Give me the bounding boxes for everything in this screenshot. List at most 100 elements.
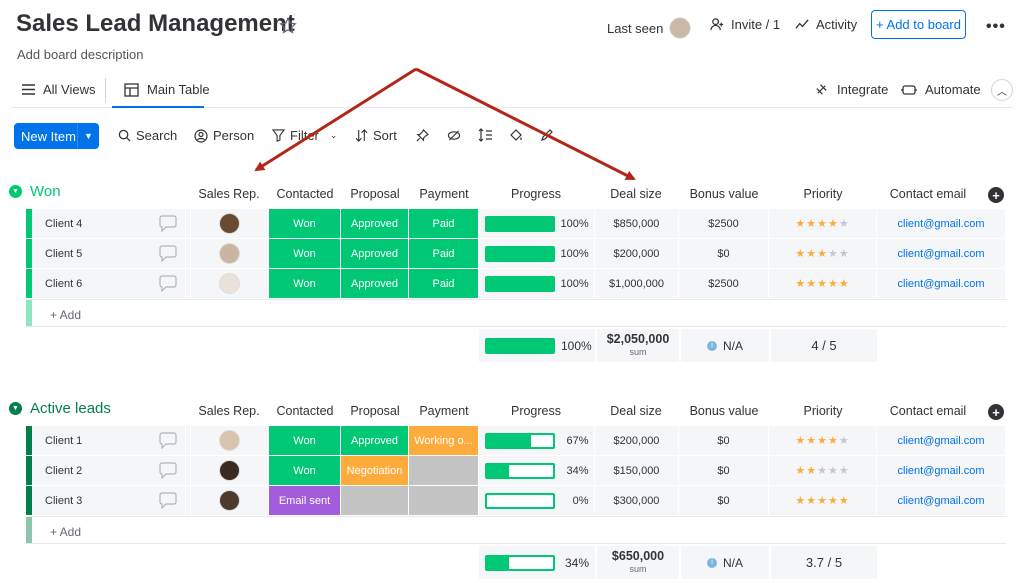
avatar[interactable] [219,430,240,451]
deal-size-value[interactable]: $200,000 [595,239,679,268]
star-icon[interactable]: ★ [838,435,850,447]
add-update-icon[interactable] [151,486,186,515]
star-icon[interactable]: ★ [838,495,850,507]
item-name[interactable]: Client 6 [32,269,191,298]
person-filter-button[interactable]: Person [194,128,254,143]
add-update-icon[interactable] [151,239,186,268]
item-name[interactable]: Client 5 [32,239,191,268]
priority-rating[interactable]: ★ ★ ★ ★ ★ [769,239,877,268]
item-name[interactable]: Client 2 [32,456,191,485]
star-icon[interactable]: ★ [817,218,828,230]
star-icon[interactable]: ★ [838,218,850,230]
star-icon[interactable]: ★ [795,248,807,260]
column-header-sales-rep[interactable]: Sales Rep. [198,404,260,418]
star-icon[interactable]: ★ [827,495,839,507]
star-icon[interactable]: ★ [827,218,839,230]
contact-email-link[interactable]: client@gmail.com [877,269,1006,298]
table-row[interactable]: Client 4 Won Approved Paid 100% $850,000 $2500… [26,209,1006,238]
sales-rep-cell[interactable] [191,239,269,268]
filter-button[interactable]: Filter ⌄ [272,128,337,143]
proposal-status[interactable] [341,486,409,515]
contact-email-link[interactable]: client@gmail.com [877,456,1006,485]
bonus-value[interactable]: $0 [679,456,769,485]
column-header-payment[interactable]: Payment [419,404,469,418]
contacted-status[interactable]: Won [269,239,341,268]
priority-rating[interactable]: ★ ★ ★ ★ ★ [769,209,877,238]
star-icon[interactable]: ★ [806,495,818,507]
avatar[interactable] [219,213,240,234]
column-header-priority[interactable]: Priority [803,404,843,418]
tab-main-table[interactable]: Main Table [124,82,210,97]
hide-eye-icon[interactable] [447,129,461,142]
table-row[interactable]: Client 5 Won Approved Paid 100% $200,000 $0 ★ ★ ★… [26,239,1006,268]
bonus-value[interactable]: $0 [679,426,769,455]
add-column-icon[interactable]: + [988,187,1004,203]
star-icon[interactable]: ★ [838,248,850,260]
star-icon[interactable]: ★ [817,248,828,260]
deal-size-value[interactable]: $1,000,000 [595,269,679,298]
chevron-down-icon[interactable]: ▼ [9,402,22,415]
add-item-label[interactable]: + Add [50,525,82,539]
deal-size-value[interactable]: $150,000 [595,456,679,485]
collapse-header-button[interactable]: ︿ [991,79,1013,101]
contact-email-link[interactable]: client@gmail.com [877,239,1006,268]
item-name[interactable]: Client 3 [32,486,191,515]
bonus-value[interactable]: $0 [679,239,769,268]
column-header-bonus-value[interactable]: Bonus value [689,187,759,201]
info-icon[interactable]: i [706,557,717,568]
deal-size-value[interactable]: $850,000 [595,209,679,238]
column-header-deal-size[interactable]: Deal size [610,404,662,418]
star-icon[interactable]: ★ [795,495,807,507]
priority-rating[interactable]: ★ ★ ★ ★ ★ [769,456,877,485]
column-header-contact-email[interactable]: Contact email [889,404,967,418]
proposal-status[interactable]: Negotiation [341,456,409,485]
integrate-button[interactable]: Integrate [814,82,888,97]
star-icon[interactable]: ★ [795,218,807,230]
pin-icon[interactable] [416,129,429,142]
info-icon[interactable]: i [706,340,717,351]
add-item-row[interactable]: + Add [26,516,1006,544]
contacted-status[interactable]: Won [269,209,341,238]
star-icon[interactable]: ★ [806,248,818,260]
contacted-status[interactable]: Email sent [269,486,341,515]
star-icon[interactable]: ★ [817,465,828,477]
row-height-icon[interactable] [478,128,492,142]
table-row[interactable]: Client 6 Won Approved Paid 100% $1,000,000 $25… [26,269,1006,298]
star-icon[interactable]: ★ [827,278,839,290]
edit-pencil-icon[interactable] [540,128,554,142]
payment-status[interactable]: Paid [409,239,479,268]
group-title[interactable]: ▼ Won [9,183,61,200]
add-item-label[interactable]: + Add [50,308,82,322]
star-icon[interactable]: ★ [795,465,807,477]
new-item-button[interactable]: New Item ▼ [14,123,99,149]
sales-rep-cell[interactable] [191,269,269,298]
contacted-status[interactable]: Won [269,269,341,298]
star-icon[interactable]: ★ [806,218,818,230]
star-icon[interactable]: ★ [827,435,839,447]
sales-rep-cell[interactable] [191,456,269,485]
proposal-status[interactable]: Approved [341,209,409,238]
more-menu-icon[interactable]: ••• [986,18,1006,35]
table-row[interactable]: Client 2 Won Negotiation 34% $150,000 $0 ★ ★ ★ ★ ★… [26,456,1006,485]
priority-rating[interactable]: ★ ★ ★ ★ ★ [769,426,877,455]
add-update-icon[interactable] [151,456,186,485]
deal-size-value[interactable]: $300,000 [595,486,679,515]
avatar[interactable] [219,460,240,481]
sales-rep-cell[interactable] [191,486,269,515]
add-update-icon[interactable] [151,269,186,298]
column-header-proposal[interactable]: Proposal [350,404,400,418]
contacted-status[interactable]: Won [269,426,341,455]
column-header-contact-email[interactable]: Contact email [889,187,967,201]
contact-email-link[interactable]: client@gmail.com [877,426,1006,455]
star-icon[interactable]: ★ [806,465,818,477]
group-title[interactable]: ▼ Active leads [9,400,111,417]
item-name[interactable]: Client 1 [32,426,191,455]
avatar[interactable] [219,273,240,294]
payment-status[interactable]: Paid [409,269,479,298]
avatar[interactable] [669,17,692,39]
add-column-icon[interactable]: + [988,404,1004,420]
star-icon[interactable]: ★ [838,465,850,477]
table-row[interactable]: Client 1 Won Approved Working o... 67% $200,0… [26,426,1006,455]
contacted-status[interactable]: Won [269,456,341,485]
payment-status[interactable] [409,456,479,485]
